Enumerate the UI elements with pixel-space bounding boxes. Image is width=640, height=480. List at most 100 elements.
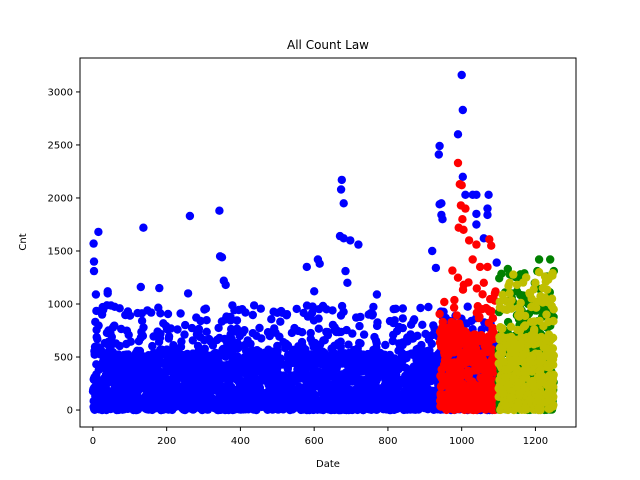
scatter-point-series-1 bbox=[292, 304, 301, 314]
scatter-point-series-4 bbox=[544, 396, 553, 405]
scatter-point-series-1 bbox=[369, 346, 378, 356]
x-axis-label: Date bbox=[316, 459, 340, 470]
scatter-point-series-1 bbox=[256, 304, 265, 313]
scatter-point-series-1 bbox=[243, 336, 252, 345]
scatter-point-series-1 bbox=[353, 344, 362, 353]
scatter-point-series-1 bbox=[209, 349, 219, 359]
scatter-point-series-1 bbox=[384, 361, 393, 370]
scatter-point-series-4 bbox=[512, 280, 522, 290]
scatter-point-series-1 bbox=[226, 312, 235, 322]
scatter-point-series-1 bbox=[259, 361, 268, 371]
scatter-point-series-1 bbox=[389, 330, 398, 340]
scatter-point-series-1 bbox=[428, 246, 437, 256]
scatter-point-series-1 bbox=[391, 304, 400, 313]
scatter-point-series-1 bbox=[371, 336, 381, 346]
scatter-point-series-1 bbox=[205, 397, 214, 407]
scatter-point-series-4 bbox=[536, 352, 545, 361]
scatter-point-series-1 bbox=[184, 377, 193, 386]
scatter-point-series-1 bbox=[339, 379, 348, 389]
scatter-point-series-1 bbox=[170, 364, 179, 373]
scatter-point-series-1 bbox=[156, 405, 166, 415]
scatter-point-series-1 bbox=[279, 391, 288, 400]
scatter-point-series-1 bbox=[218, 405, 227, 414]
scatter-point-series-1 bbox=[303, 312, 313, 321]
scatter-point-series-4 bbox=[520, 321, 530, 330]
scatter-point-series-1 bbox=[208, 341, 218, 350]
scatter-point-series-1 bbox=[397, 348, 406, 357]
scatter-point-series-1 bbox=[267, 315, 276, 324]
scatter-point-series-1 bbox=[414, 392, 423, 401]
scatter-point-series-1 bbox=[228, 369, 237, 378]
scatter-point-series-4 bbox=[544, 387, 553, 396]
scatter-point-series-1 bbox=[122, 369, 131, 378]
scatter-point-series-4 bbox=[549, 360, 558, 370]
scatter-point-series-1 bbox=[315, 340, 325, 349]
scatter-point-series-2 bbox=[445, 347, 454, 356]
scatter-point-series-1 bbox=[94, 227, 103, 237]
scatter-point-series-1 bbox=[187, 323, 197, 333]
scatter-point-series-1 bbox=[109, 339, 118, 348]
scatter-point-series-1 bbox=[193, 359, 202, 368]
scatter-point-series-2 bbox=[463, 357, 472, 367]
scatter-point-series-1 bbox=[413, 331, 422, 340]
scatter-point-series-4 bbox=[544, 380, 554, 389]
scatter-point-series-2 bbox=[469, 405, 478, 415]
y-tick-label: 3000 bbox=[48, 87, 73, 98]
scatter-point-series-1 bbox=[223, 361, 233, 370]
scatter-point-series-1 bbox=[339, 199, 348, 208]
scatter-point-series-1 bbox=[110, 321, 119, 330]
scatter-point-series-2 bbox=[483, 347, 493, 356]
y-tick-label: 2000 bbox=[48, 193, 73, 204]
scatter-point-series-1 bbox=[194, 377, 203, 386]
scatter-point-series-2 bbox=[484, 318, 493, 328]
scatter-point-series-1 bbox=[234, 405, 244, 414]
scatter-point-series-2 bbox=[452, 311, 461, 320]
scatter-point-series-1 bbox=[458, 105, 467, 115]
scatter-point-series-1 bbox=[344, 340, 353, 349]
scatter-point-series-1 bbox=[373, 401, 383, 410]
scatter-point-series-1 bbox=[149, 332, 158, 341]
scatter-point-series-1 bbox=[319, 374, 328, 384]
scatter-point-series-4 bbox=[526, 379, 535, 388]
scatter-point-series-1 bbox=[321, 403, 331, 412]
scatter-point-series-1 bbox=[413, 374, 423, 383]
scatter-point-series-1 bbox=[279, 371, 288, 380]
scatter-point-series-1 bbox=[355, 321, 364, 331]
scatter-point-series-1 bbox=[170, 344, 179, 353]
scatter-point-series-1 bbox=[368, 311, 377, 320]
scatter-point-series-1 bbox=[148, 404, 158, 413]
scatter-point-series-1 bbox=[389, 318, 398, 328]
scatter-point-series-2 bbox=[472, 284, 481, 293]
y-tick-label: 1500 bbox=[48, 246, 73, 257]
scatter-point-series-1 bbox=[297, 337, 307, 347]
scatter-point-series-2 bbox=[440, 297, 449, 307]
x-tick-label: 800 bbox=[378, 436, 397, 447]
scatter-point-series-1 bbox=[337, 386, 346, 395]
x-tick-label: 600 bbox=[305, 436, 324, 447]
scatter-point-series-1 bbox=[148, 341, 157, 351]
scatter-point-series-4 bbox=[520, 311, 530, 321]
scatter-point-series-1 bbox=[147, 308, 156, 317]
scatter-point-series-1 bbox=[106, 329, 115, 338]
scatter-point-series-1 bbox=[126, 337, 135, 346]
scatter-point-series-1 bbox=[419, 347, 428, 357]
scatter-point-series-1 bbox=[369, 302, 378, 312]
scatter-point-series-1 bbox=[188, 336, 197, 345]
scatter-point-series-2 bbox=[483, 262, 492, 272]
scatter-point-series-1 bbox=[133, 399, 142, 409]
scatter-point-series-1 bbox=[463, 302, 472, 311]
scatter-point-series-1 bbox=[146, 395, 156, 404]
scatter-point-series-1 bbox=[403, 405, 412, 414]
scatter-point-series-4 bbox=[549, 316, 558, 326]
scatter-point-series-1 bbox=[248, 310, 257, 320]
scatter-point-series-1 bbox=[394, 404, 403, 413]
scatter-point-series-1 bbox=[299, 348, 308, 357]
scatter-point-series-4 bbox=[516, 298, 525, 308]
scatter-point-series-1 bbox=[91, 290, 101, 299]
scatter-point-series-2 bbox=[474, 355, 483, 365]
scatter-point-series-1 bbox=[336, 311, 346, 320]
scatter-point-series-1 bbox=[244, 399, 254, 409]
scatter-point-series-1 bbox=[192, 313, 201, 322]
scatter-point-series-4 bbox=[543, 333, 552, 343]
